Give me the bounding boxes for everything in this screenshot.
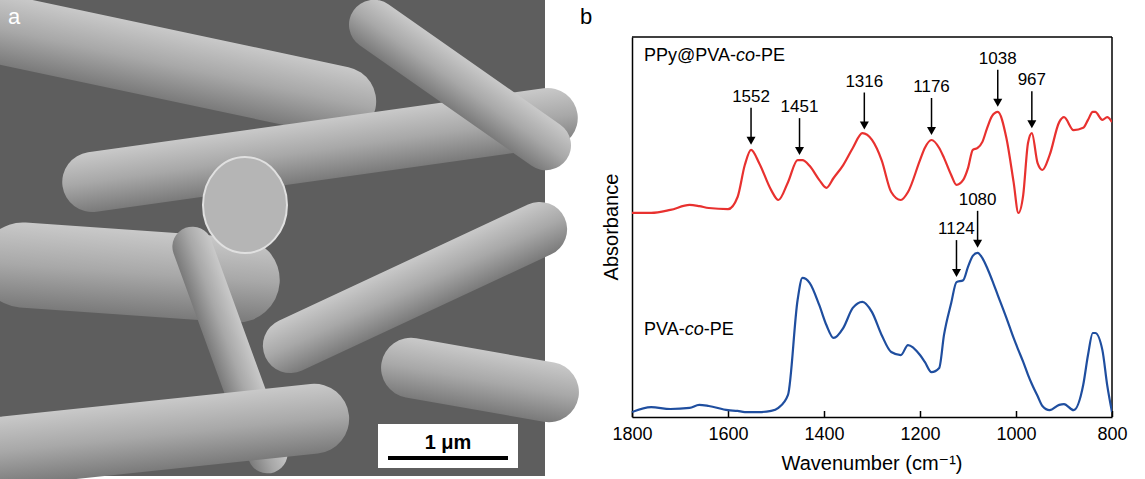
scale-bar xyxy=(388,456,508,460)
x-tick: 1000 xyxy=(996,411,1036,444)
scale-bar-label: 1 μm xyxy=(425,431,472,453)
panel-label: b xyxy=(580,4,592,29)
peak-arrowhead xyxy=(993,99,1002,107)
fiber xyxy=(376,333,583,427)
peak-label: 1080 xyxy=(959,190,997,209)
chart-panel: b 1800 1600 1400 1200 1000 800 Wavenumber (cm⁻¹… xyxy=(580,4,1128,474)
x-tick-label: 1400 xyxy=(804,424,844,444)
y-axis xyxy=(632,38,633,418)
x-tick-mark xyxy=(1016,411,1018,417)
fiber-end xyxy=(203,157,287,253)
figure: a 1 μm b 1800 1600 1400 1200 1000 800 Wavenumber … xyxy=(0,0,1145,479)
scale-bar-box xyxy=(378,424,518,468)
x-axis-title: Wavenumber (cm⁻¹) xyxy=(782,452,963,474)
peak-label: 1552 xyxy=(732,87,770,106)
fiber xyxy=(339,0,581,180)
x-tick-mark xyxy=(824,411,826,417)
spectrum-line xyxy=(632,112,1112,213)
x-axis: 1800 1600 1400 1200 1000 800 xyxy=(612,411,1127,444)
peak-arrow xyxy=(956,240,958,271)
annotations: PPy@PVA-co-PE PVA-co-PE 1552 1451 1316 1176 10… xyxy=(644,45,1046,339)
y-axis-title: Absorbance xyxy=(600,174,622,281)
peak-label: 1316 xyxy=(845,72,883,91)
peak-label: 967 xyxy=(1018,70,1046,89)
peak-arrow xyxy=(799,118,801,149)
series-label: PPy@PVA-co-PE xyxy=(644,45,785,65)
peak-label: 1176 xyxy=(913,77,950,96)
x-tick-label: 1000 xyxy=(996,424,1036,444)
x-tick: 1600 xyxy=(708,411,748,444)
frame xyxy=(632,36,1112,38)
plot-area xyxy=(632,112,1112,412)
x-tick: 800 xyxy=(1097,411,1127,444)
x-tick: 1200 xyxy=(900,411,940,444)
x-tick-label: 1600 xyxy=(708,424,748,444)
peak-arrowhead xyxy=(927,127,936,135)
peak-arrowhead xyxy=(795,147,804,155)
peak-label: 1451 xyxy=(781,97,819,116)
peak-arrowhead xyxy=(952,269,961,277)
frame xyxy=(1111,37,1113,417)
x-tick: 1400 xyxy=(804,411,844,444)
peak-arrowhead xyxy=(1027,120,1036,128)
peak-label: 1038 xyxy=(979,49,1017,68)
series-label: PVA-co-PE xyxy=(644,319,734,339)
peak-arrowhead xyxy=(747,137,756,145)
panel-label: a xyxy=(8,4,21,29)
x-tick-mark xyxy=(728,411,730,417)
peak-arrow xyxy=(1031,91,1033,122)
peak-arrow xyxy=(997,70,999,101)
x-tick-mark xyxy=(920,411,922,417)
x-tick-label: 1800 xyxy=(612,424,652,444)
peak-arrowhead xyxy=(860,122,869,130)
image-panel: a 1 μm xyxy=(0,0,584,479)
peak-arrow xyxy=(931,98,933,129)
peak-arrow xyxy=(750,108,752,139)
x-axis-line xyxy=(633,417,1113,419)
peak-label: 1124 xyxy=(938,219,975,238)
x-tick-label: 800 xyxy=(1097,424,1127,444)
peak-arrow xyxy=(864,93,866,124)
fiber xyxy=(0,380,353,479)
y-axis-line xyxy=(632,38,634,418)
peak-arrowhead xyxy=(973,240,982,248)
peak-arrow xyxy=(977,211,979,242)
x-tick-label: 1200 xyxy=(900,424,940,444)
spectrum-line xyxy=(632,253,1112,412)
